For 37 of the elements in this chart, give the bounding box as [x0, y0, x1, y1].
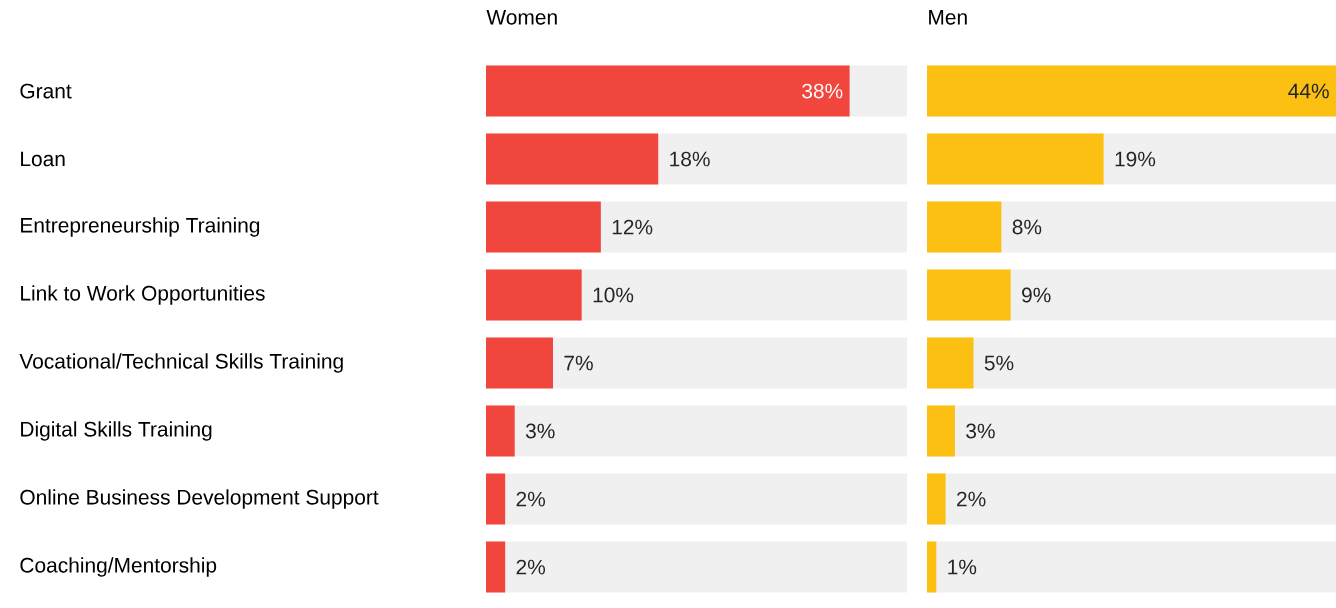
data-label: 44%	[1288, 83, 1329, 99]
bar	[927, 541, 937, 593]
chart-title: Women	[486, 10, 557, 25]
data-label: 2%	[516, 491, 546, 507]
data-label: 3%	[966, 423, 995, 439]
data-label: 1%	[948, 559, 977, 575]
bar	[927, 269, 1011, 321]
chart-title: Men	[929, 10, 967, 25]
bar	[486, 541, 506, 593]
data-label: 12%	[612, 219, 653, 235]
y-tick-label: Entrepreneurship Training	[21, 217, 260, 237]
y-tick-label: Grant	[20, 83, 72, 99]
data-label: 9%	[1022, 287, 1051, 303]
y-tick-label: Vocational/Technical Skills Training	[19, 353, 343, 373]
data-label: 2%	[957, 491, 986, 507]
bar	[927, 337, 974, 389]
y-tick-label: Digital Skills Training	[21, 421, 212, 441]
bar	[486, 269, 582, 321]
data-label: 10%	[593, 287, 634, 303]
y-tick-label: Coaching/Mentorship	[20, 557, 217, 577]
bar	[486, 405, 515, 457]
bar	[927, 405, 955, 457]
data-label: 7%	[564, 355, 593, 371]
data-label: 18%	[670, 151, 710, 167]
data-label: 8%	[1012, 219, 1042, 235]
y-tick-label: Online Business Development Support	[20, 489, 379, 509]
bar	[927, 473, 946, 525]
data-label: 5%	[984, 355, 1014, 371]
data-label: 3%	[525, 423, 555, 439]
bar	[486, 337, 553, 389]
data-label: 19%	[1115, 151, 1156, 167]
bar	[927, 201, 1002, 253]
data-label: 38%	[802, 83, 843, 99]
bar	[486, 473, 506, 525]
y-tick-label: Link to Work Opportunities	[21, 285, 265, 305]
data-label: 2%	[516, 559, 546, 575]
y-tick-label: Loan	[21, 151, 65, 167]
